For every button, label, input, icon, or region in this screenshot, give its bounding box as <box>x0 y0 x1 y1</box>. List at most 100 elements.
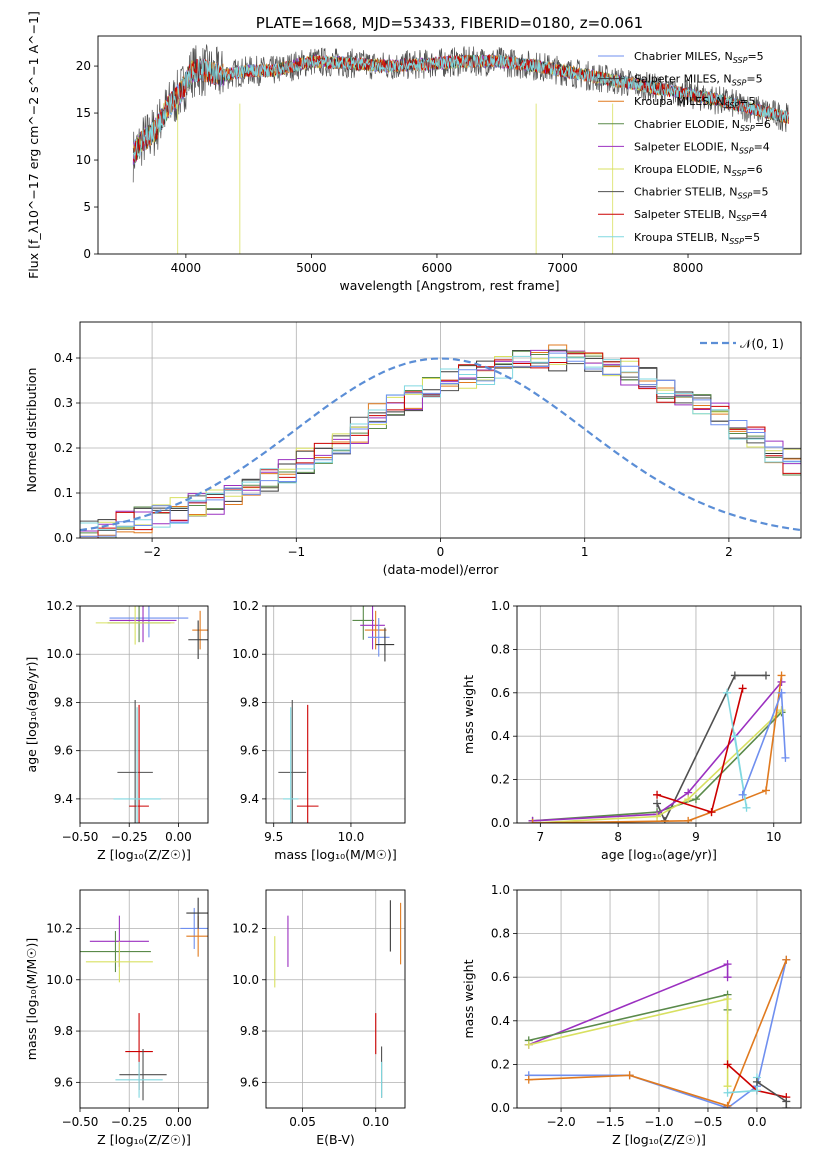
histogram-step <box>80 349 801 538</box>
y-tick-label: 0.2 <box>491 1057 510 1071</box>
spectrum-line <box>132 54 789 160</box>
legend-suffix: =5 <box>752 186 768 199</box>
y-tick-label: 0.6 <box>491 686 510 700</box>
x-axis-label: (data-model)/error <box>383 562 500 577</box>
normal-reference-curve <box>80 357 801 532</box>
age-vs-mass-panel: 9.5 10.0 9.4 9.6 9.8 10.0 10.2 mass [log₁₀(M/M☉… <box>232 599 406 862</box>
histogram-step <box>80 344 801 538</box>
y-tick-label: 0.2 <box>491 773 510 787</box>
y-tick-label: 1.0 <box>491 883 510 897</box>
plot-area <box>278 606 395 823</box>
mass-vs-metallicity-panel: −0.50 −0.25 0.00 9.6 9.8 10.0 10.2 Z [log₁₀(Z/Z… <box>24 889 209 1147</box>
x-tick-label: 4000 <box>171 261 202 275</box>
mass-weight-line <box>656 674 766 823</box>
y-axis-label: Flux [f_λ10^−17 erg cm^−2 s^−1 A^−1] <box>26 11 41 279</box>
y-axis-label: mass weight <box>461 959 476 1038</box>
x-tick-label: 0 <box>437 545 445 559</box>
legend-subscript: SSP <box>724 101 739 110</box>
x-tick-label: 0.05 <box>289 1115 316 1129</box>
x-tick-label: 2 <box>725 545 733 559</box>
axes-frame <box>516 605 802 824</box>
x-tick-label: 0.00 <box>165 1115 192 1129</box>
legend-suffix: =4 <box>751 208 767 221</box>
legend-suffix: =5 <box>739 95 755 108</box>
legend-text: Chabrier STELIB, N <box>634 186 738 199</box>
y-tick-label: 10 <box>76 153 91 167</box>
x-tick-label: 10.0 <box>338 830 365 844</box>
y-tick-label: 20 <box>76 59 91 73</box>
y-tick-label: 9.8 <box>240 695 259 709</box>
axes-frame <box>516 889 802 1109</box>
y-tick-label: 10.0 <box>46 973 73 987</box>
y-tick-label: 0.3 <box>54 396 73 410</box>
x-tick-label: −0.50 <box>62 830 99 844</box>
x-tick-label: 7 <box>537 830 545 844</box>
x-tick-label: 6000 <box>422 261 453 275</box>
axes-frame <box>79 605 209 824</box>
mass-weight-marker <box>782 955 791 964</box>
plot-area <box>274 900 402 1098</box>
axes-frame <box>97 35 802 255</box>
mass-weight-marker <box>625 1071 634 1080</box>
legend-text: Kroupa ELODIE, N <box>634 163 732 176</box>
mass-weight-marker <box>684 816 693 823</box>
y-axis-label: Normed distribution <box>24 368 39 493</box>
y-tick-label: 10.0 <box>232 973 259 987</box>
y-tick-label: 9.6 <box>240 1075 259 1089</box>
legend-subscript: SSP <box>739 146 754 155</box>
legend-subscript: SSP <box>740 124 755 133</box>
mass-weight-line <box>528 962 729 1046</box>
legend-text: Salpeter STELIB, N <box>634 208 736 221</box>
mass-weight-marker <box>524 1040 533 1049</box>
x-axis-label: Z [log₁₀(Z/Z☉)] <box>97 1132 191 1147</box>
legend-entry: Chabrier STELIB, NSSP=5 <box>634 186 768 201</box>
x-tick-label: 0.00 <box>165 830 192 844</box>
mass-vs-extinction-panel: 0.05 0.10 9.6 9.8 10.0 10.2 E(B-V) <box>232 889 406 1147</box>
y-tick-label: 0.0 <box>54 531 73 545</box>
y-tick-label: 0.6 <box>491 970 510 984</box>
x-tick-label: 0.10 <box>362 1115 389 1129</box>
mass-weight-line <box>528 959 788 1107</box>
mass-weight-marker <box>782 1104 791 1108</box>
histogram-step <box>80 349 801 538</box>
mass-weight-marker <box>723 1060 732 1069</box>
plot-area <box>80 344 801 538</box>
y-tick-label: 10.0 <box>232 647 259 661</box>
y-tick-label: 0.1 <box>54 486 73 500</box>
x-axis-label: mass [log₁₀(M/M☉)] <box>274 847 396 862</box>
x-tick-label: 7000 <box>547 261 578 275</box>
mass-weight-marker <box>653 799 662 808</box>
legend-text: Kroupa MILES, N <box>634 95 724 108</box>
mass-weight-marker <box>730 732 739 741</box>
mass-weight-marker <box>524 1075 533 1084</box>
y-tick-label: 10.2 <box>232 599 259 613</box>
mass-weight-marker <box>684 795 693 804</box>
mass-weight-marker <box>730 671 739 680</box>
y-tick-label: 0.8 <box>491 642 510 656</box>
y-tick-label: 0.4 <box>54 351 73 365</box>
y-tick-label: 5 <box>83 200 91 214</box>
x-tick-label: −2.0 <box>546 1115 575 1129</box>
mass-weight-line <box>727 1077 758 1094</box>
legend-entry: Salpeter ELODIE, NSSP=4 <box>634 140 770 155</box>
legend-entry: Kroupa MILES, NSSP=5 <box>634 95 755 110</box>
x-tick-label: 5000 <box>296 261 327 275</box>
mass-weight-marker <box>752 1086 761 1095</box>
legend-suffix: =5 <box>747 50 763 63</box>
legend-entry: Chabrier ELODIE, NSSP=6 <box>634 118 771 133</box>
y-axis-label: age [log₁₀(age/yr)] <box>24 657 39 773</box>
mass-weight-line <box>532 709 783 823</box>
x-tick-label: 9.5 <box>264 830 283 844</box>
x-axis-label: Z [log₁₀(Z/Z☉)] <box>97 847 191 862</box>
legend-suffix: =6 <box>746 163 762 176</box>
x-tick-label: −0.25 <box>111 830 148 844</box>
legend-text: Salpeter MILES, N <box>634 73 732 86</box>
legend-text: Salpeter ELODIE, N <box>634 140 739 153</box>
mass-weight-vs-age-panel: 7 8 9 10 0.0 0.2 0.4 0.6 0.8 1.0 age [log₁₀(age/yr… <box>461 599 802 862</box>
axes-frame <box>79 321 802 539</box>
spectrum-panel: 4000 5000 6000 7000 8000 0 5 10 15 20 wavelength [… <box>26 11 802 293</box>
y-tick-label: 9.6 <box>240 744 259 758</box>
mass-weight-marker <box>777 706 786 715</box>
x-tick-label: 8000 <box>673 261 704 275</box>
mass-weight-marker <box>738 790 747 799</box>
